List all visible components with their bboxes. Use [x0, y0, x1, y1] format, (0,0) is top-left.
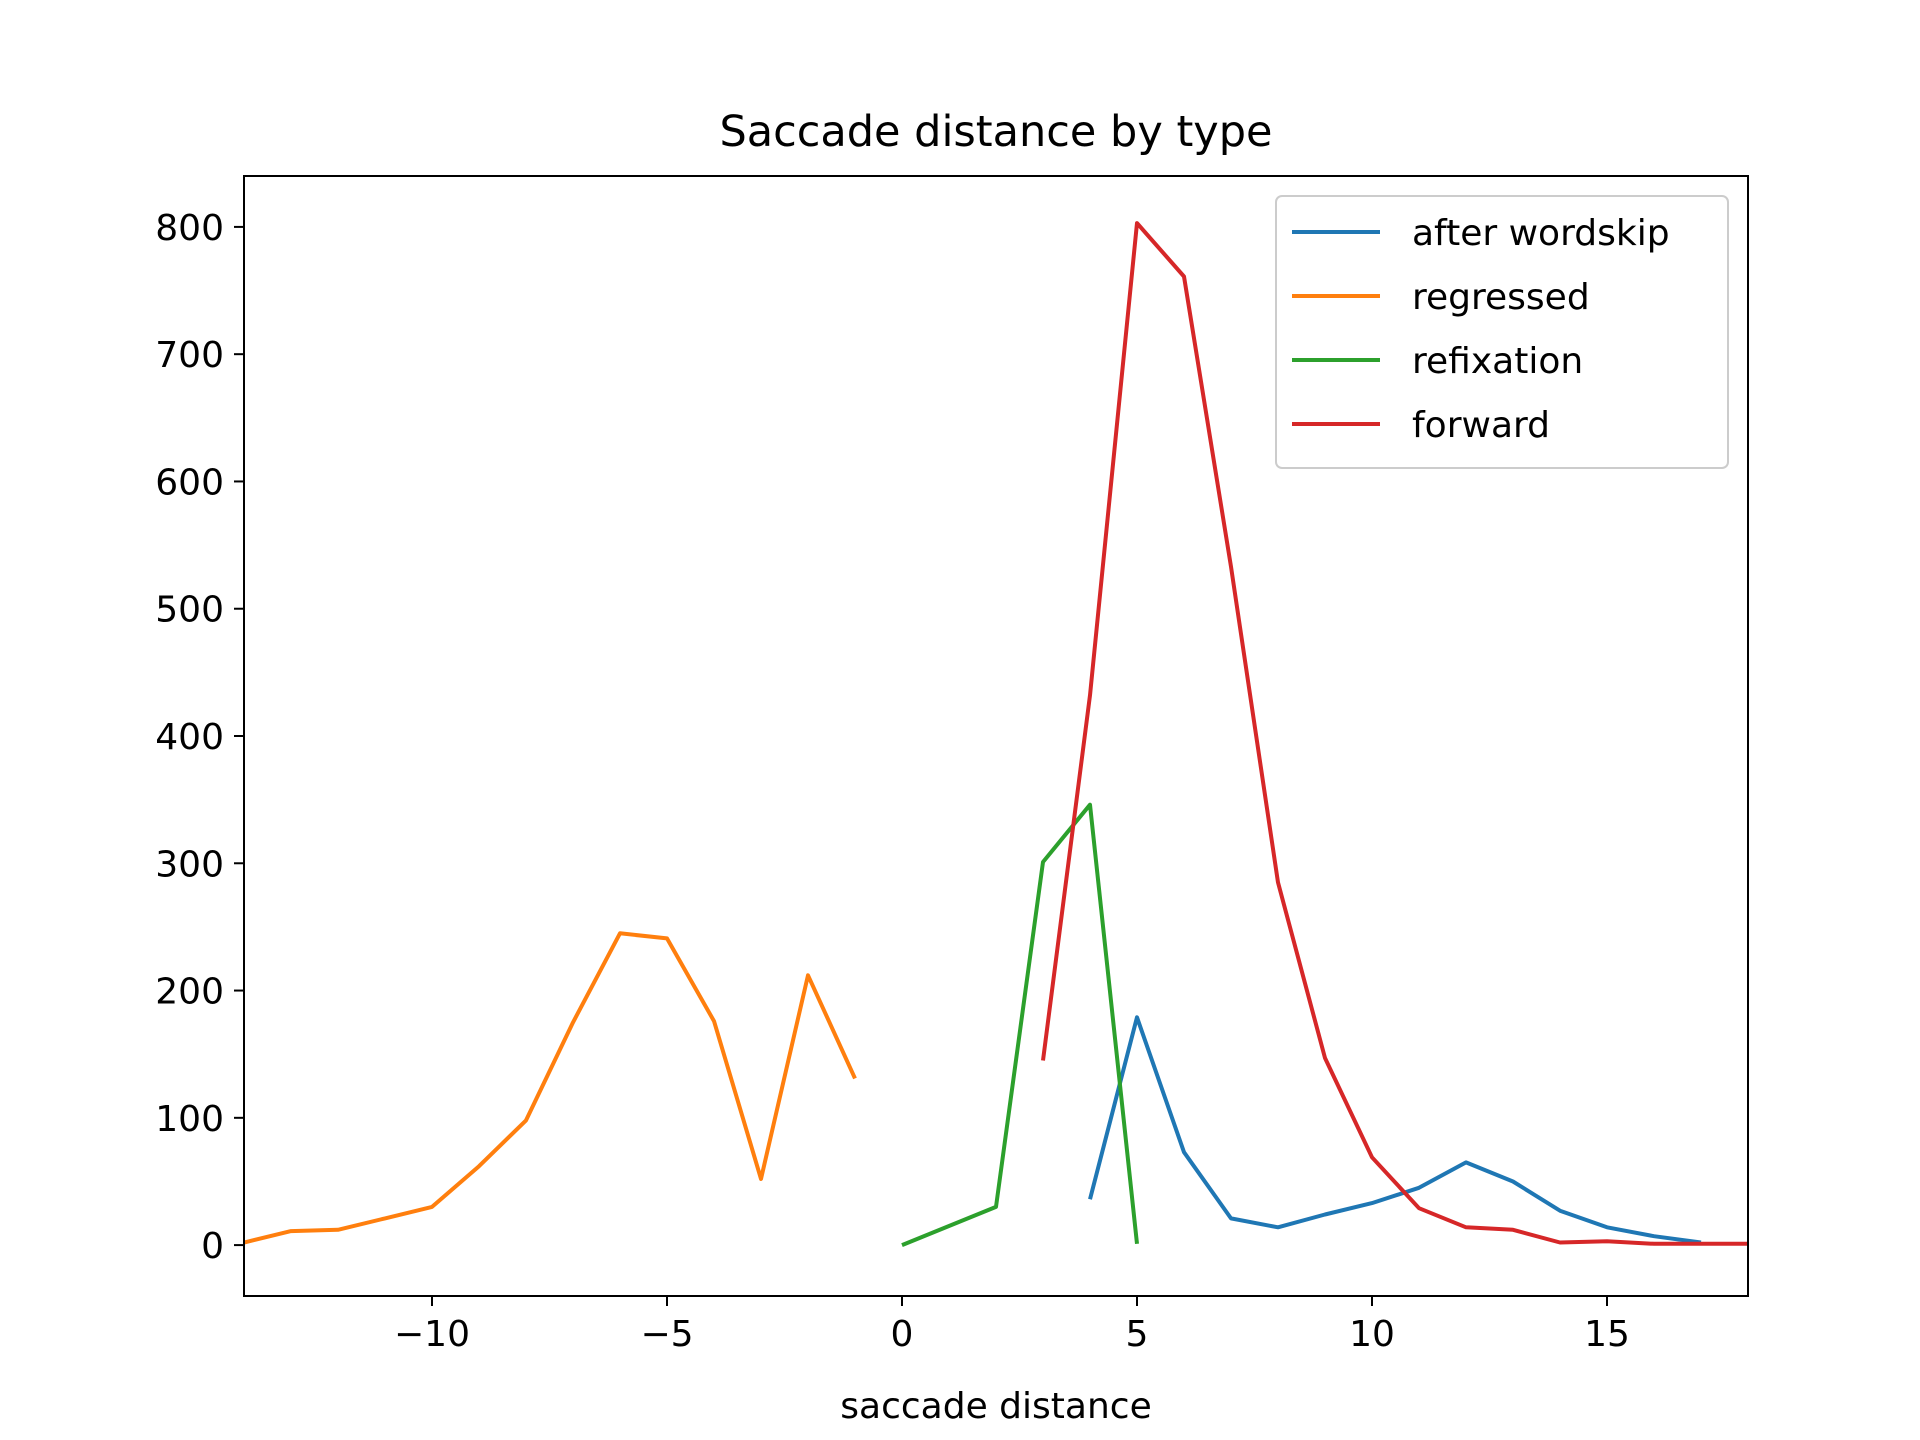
series-line-forward [1041, 221, 1748, 1246]
y-tick-label: 100 [155, 1099, 224, 1140]
x-tick-label: 5 [1126, 1314, 1149, 1355]
legend-box [1275, 195, 1729, 469]
legend-label: after wordskip [1412, 213, 1670, 254]
legend-label: forward [1412, 405, 1550, 446]
x-axis-label: saccade distance [840, 1386, 1151, 1427]
series-line-refixation [901, 802, 1139, 1247]
x-tick-label: 10 [1349, 1314, 1395, 1355]
chart-title: Saccade distance by type [719, 107, 1272, 157]
y-tick-label: 0 [201, 1226, 224, 1267]
y-tick-label: 200 [155, 972, 224, 1013]
y-tick-label: 400 [155, 717, 224, 758]
series-line-after-wordskip [1088, 1015, 1702, 1245]
series-layer [244, 221, 1748, 1247]
x-tick-label: 15 [1584, 1314, 1630, 1355]
legend-label: regressed [1412, 277, 1590, 318]
x-tick-label: −5 [640, 1314, 693, 1355]
series-line-regressed [244, 931, 857, 1245]
x-tick-label: −10 [394, 1314, 470, 1355]
legend-label: refixation [1412, 341, 1583, 382]
y-tick-label: 300 [155, 844, 224, 885]
y-tick-label: 500 [155, 590, 224, 631]
x-tick-label: 0 [891, 1314, 914, 1355]
x-axis: −10 −5 0 5 10 15 [394, 1296, 1630, 1355]
y-tick-label: 700 [155, 335, 224, 376]
y-tick-label: 600 [155, 462, 224, 503]
legend: after wordskip regressed refixation forward [1275, 195, 1729, 469]
y-axis: 0 100 200 300 400 500 600 700 800 [155, 208, 244, 1267]
plot-area [244, 221, 1748, 1247]
y-tick-label: 800 [155, 208, 224, 249]
